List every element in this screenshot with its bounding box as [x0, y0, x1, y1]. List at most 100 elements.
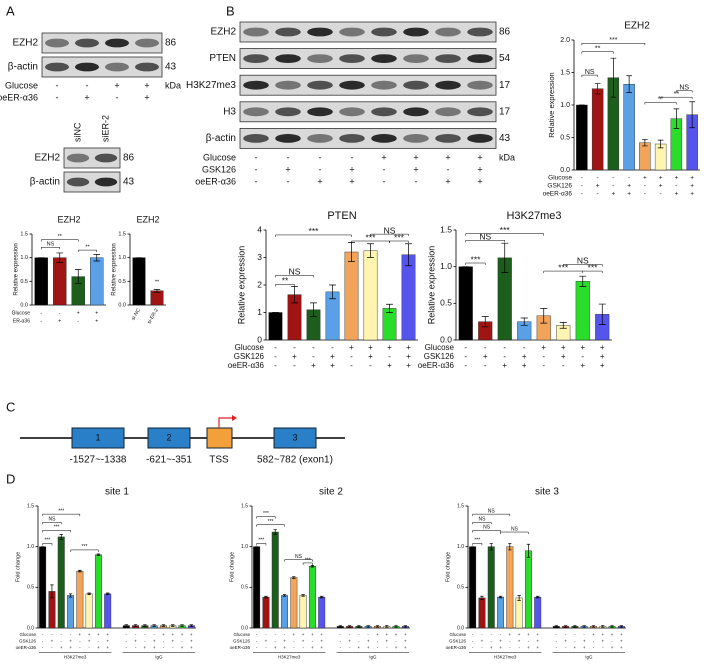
condition-sign: +	[367, 645, 370, 650]
significance-label: NS	[48, 517, 56, 523]
tss-arrowhead	[232, 415, 237, 421]
condition-sign: +	[181, 645, 184, 650]
lane-label: siER-2	[100, 115, 110, 142]
condition-sign: -	[574, 632, 576, 637]
condition-sign: -	[675, 183, 677, 190]
error-bar	[59, 534, 63, 540]
significance-label: **	[85, 245, 90, 251]
y-tick-label: 1.0	[440, 261, 452, 271]
significance-label: NS	[577, 256, 589, 266]
condition-sign: +	[283, 645, 286, 650]
chart-title: EZH2	[624, 21, 650, 32]
condition-sign: -	[415, 176, 418, 186]
condition-sign: +	[600, 352, 605, 361]
bar	[524, 550, 532, 629]
y-axis-label: Relative expression	[112, 243, 118, 295]
significance-bracket	[472, 543, 483, 546]
condition-name: GSK126	[19, 639, 37, 644]
error-bar	[375, 625, 380, 628]
condition-name: oeER-α36	[418, 361, 455, 370]
error-bar	[626, 75, 632, 93]
group-label: IgG	[155, 655, 163, 660]
significance-bracket	[256, 516, 276, 519]
condition-sign: +	[481, 639, 484, 644]
condition-sign: -	[265, 645, 267, 650]
condition-sign: -	[597, 175, 599, 182]
error-bar	[526, 543, 531, 558]
significance-label: **	[58, 234, 63, 240]
x-tick-label: si-NC	[130, 307, 142, 321]
condition-sign: +	[395, 645, 398, 650]
y-tick-label: 0.5	[118, 279, 126, 285]
condition-sign: +	[596, 183, 600, 190]
condition-sign: -	[593, 639, 595, 644]
condition-sign: -	[287, 152, 290, 162]
bar	[575, 281, 590, 341]
panel-label: B	[226, 3, 235, 18]
condition-sign: -	[464, 352, 467, 361]
condition-sign: +	[518, 639, 521, 644]
region-box	[147, 427, 191, 449]
condition-sign: -	[153, 632, 155, 637]
blot-label: PTEN	[209, 53, 236, 64]
kda-unit: kDa	[165, 80, 181, 90]
condition-sign: +	[527, 632, 530, 637]
significance-label: **	[282, 276, 289, 286]
condition-sign: +	[406, 343, 411, 352]
condition-sign: -	[293, 639, 295, 644]
condition-sign: +	[620, 639, 623, 644]
y-tick-label: 1.0	[20, 255, 28, 261]
condition-sign: -	[70, 632, 72, 637]
error-bar	[582, 625, 586, 628]
error-bar	[385, 625, 389, 628]
condition-sign: +	[600, 343, 605, 352]
y-tick-label: 0.0	[457, 625, 464, 631]
significance-bracket	[581, 43, 646, 46]
error-bar	[508, 543, 512, 551]
condition-sign: +	[348, 639, 351, 644]
condition-sign: -	[660, 191, 662, 198]
bar	[104, 593, 112, 629]
error-bar	[573, 625, 577, 628]
condition-sign: -	[503, 343, 506, 352]
condition-sign: +	[95, 310, 98, 316]
condition-sign: +	[153, 645, 156, 650]
condition-sign: -	[88, 645, 90, 650]
condition-name: oeER-α36	[230, 645, 251, 650]
blot-band	[66, 177, 90, 187]
blot-band	[467, 27, 493, 37]
condition-sign: +	[368, 343, 373, 352]
bar	[271, 531, 279, 629]
y-tick-label: 4	[257, 224, 262, 234]
y-tick-label: 0.0	[440, 334, 452, 344]
blot-band	[467, 80, 493, 90]
condition-sign: -	[597, 191, 599, 198]
condition-name: Glucose	[449, 632, 466, 637]
error-bar	[338, 625, 342, 628]
significance-bracket	[472, 513, 511, 517]
condition-sign: -	[256, 645, 258, 650]
significance-label: ***	[54, 525, 60, 531]
error-bar	[357, 625, 361, 628]
blot-band	[275, 27, 301, 37]
error-bar	[78, 569, 82, 573]
y-tick-label: 1.5	[560, 69, 570, 76]
box-label: 1	[95, 432, 100, 442]
significance-bracket	[660, 96, 693, 100]
y-tick-label: 1.5	[118, 231, 126, 237]
condition-sign: -	[556, 645, 558, 650]
kda-label: 54	[499, 53, 511, 64]
error-bar	[394, 625, 398, 628]
bar	[515, 597, 523, 629]
condition-sign: +	[153, 639, 156, 644]
blot-band	[467, 134, 493, 143]
error-bar	[367, 243, 374, 258]
condition-sign: -	[255, 152, 258, 162]
blot-band	[403, 80, 429, 90]
blot-strip	[41, 56, 163, 78]
blot-strip	[239, 21, 497, 43]
blot-label: EZH2	[210, 27, 236, 38]
condition-sign: -	[383, 176, 386, 186]
y-tick-label: 0.0	[241, 625, 248, 631]
